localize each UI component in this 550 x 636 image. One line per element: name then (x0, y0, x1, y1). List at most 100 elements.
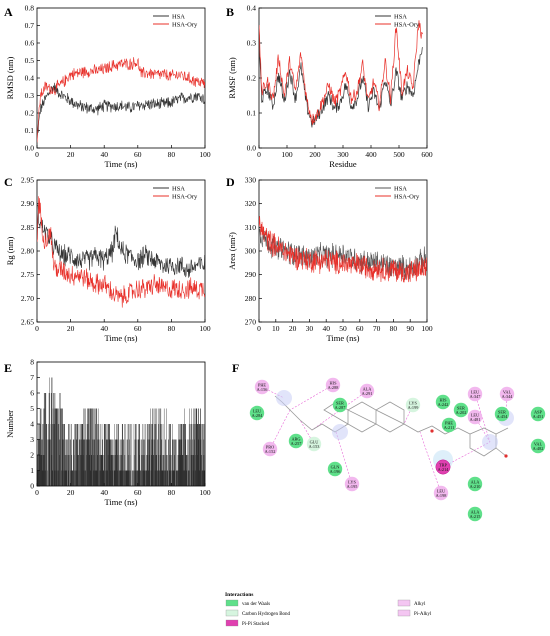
residue-name: ARG (291, 436, 300, 441)
residue-id: A:291 (362, 391, 373, 396)
residue-name: SER (457, 405, 465, 410)
x-tick-label: 0 (35, 150, 39, 159)
residue-id: A:215 (470, 514, 481, 519)
pi-halo (482, 434, 498, 450)
y-tick-label: 0.1 (25, 126, 35, 135)
x-tick-label: 80 (168, 150, 176, 159)
y-tick-label: 0.6 (25, 39, 35, 48)
residue-id: A:344 (502, 394, 514, 399)
y-tick-label: 8 (30, 358, 34, 367)
residue-name: ASP (534, 409, 542, 414)
residue-name: LYS (409, 400, 417, 405)
ligand-substituents (495, 427, 509, 457)
plot-area (259, 216, 427, 283)
y-tick-label: 330 (245, 176, 257, 185)
y-tick-label: 0.2 (247, 74, 257, 83)
x-tick-label: 10 (272, 324, 280, 333)
residue-id: A:284 (252, 413, 264, 418)
x-tick-label: 20 (67, 150, 75, 159)
y-tick-label: 6 (30, 389, 34, 398)
residue-node (467, 409, 483, 425)
residue-name: GLN (331, 464, 340, 469)
interaction-legend: Interactions van der Waals Carbon Hydroge… (225, 592, 432, 627)
legend-swatch (225, 609, 239, 617)
residue-name: HIS (330, 380, 338, 385)
legend-entry: HSA-Ory (172, 194, 198, 201)
residue-name: GLU (310, 439, 320, 444)
y-tick-label: 3 (30, 435, 34, 444)
residue-id: A:454 (497, 414, 509, 419)
legend-swatch (225, 619, 239, 627)
residue-name: ALA (363, 386, 373, 391)
x-tick-label: 70 (373, 324, 381, 333)
residue-id: A:152 (265, 449, 276, 454)
y-tick-label: 0.1 (247, 109, 257, 118)
x-tick-label: 0 (257, 324, 261, 333)
residue-node (435, 459, 451, 475)
y-tick-label: 310 (245, 223, 257, 232)
x-tick-label: 600 (421, 150, 433, 159)
legend-entry: HSA (394, 14, 407, 21)
oxygen-atom (430, 429, 434, 433)
residue-id: A:202 (456, 410, 467, 415)
residue-name: LEU (253, 408, 262, 413)
x-tick-label: 100 (421, 324, 433, 333)
legend-entry: HSA (394, 186, 407, 193)
residue-name: SER (498, 409, 506, 414)
residue-node (288, 433, 304, 449)
residue-id: A:199 (408, 405, 419, 410)
residue-id: A:451 (533, 414, 544, 419)
x-tick-label: 60 (134, 488, 142, 497)
x-tick-label: 60 (134, 324, 142, 333)
residue-id: A:198 (436, 493, 447, 498)
y-tick-label: 1 (30, 466, 34, 475)
y-tick-label: 0.0 (25, 144, 35, 153)
plot-area (37, 57, 205, 143)
residue-name: TRP (439, 462, 447, 467)
legend-swatch (225, 599, 239, 607)
residue-node (325, 377, 341, 393)
series-line-hsa-ory (37, 57, 205, 143)
interaction-line (289, 384, 334, 411)
y-axis-label: RMSD (nm) (5, 56, 15, 99)
x-tick-label: 30 (306, 324, 314, 333)
residue-node (530, 438, 546, 454)
plot-area (259, 20, 424, 128)
y-tick-label: 280 (245, 294, 257, 303)
x-tick-label: 80 (390, 324, 398, 333)
interaction-line (269, 409, 291, 450)
x-axis-label: Residue (329, 159, 357, 169)
residue-id: A:195 (347, 484, 358, 489)
y-tick-label: 7 (30, 373, 34, 382)
rmsf-chart: 0 100 200 300 400 500 600 0.0 0.1 0.2 0.3 0.4 Residu… (227, 4, 433, 170)
residue-node (453, 402, 469, 418)
y-tick-label: 0.5 (25, 56, 35, 65)
residue-name: LEU (471, 412, 480, 417)
legend-entry: HSA-Ory (172, 22, 198, 29)
residue-node (249, 405, 265, 421)
residue-name: PHE (445, 420, 453, 425)
hydrogen-bond-number-chart: 0 20 40 60 80 100 0 1 2 3 4 5 6 7 8 Time (ns) Number (5, 358, 211, 508)
residue-id: A:288 (328, 385, 339, 390)
x-tick-label: 200 (309, 150, 321, 159)
x-tick-label: 0 (35, 488, 39, 497)
residue-node (441, 417, 457, 433)
y-axis-label: Rg (nm) (5, 237, 15, 266)
x-tick-label: 50 (339, 324, 347, 333)
x-tick-label: 100 (199, 324, 211, 333)
residue-node (494, 406, 510, 422)
residue-node (530, 406, 546, 422)
y-tick-label: 0.4 (25, 74, 35, 83)
rg-chart: 0 20 40 60 80 100 2.65 2.70 2.75 2.80 2.85 2.90 2.95… (5, 176, 211, 344)
y-tick-label: 0.0 (247, 144, 257, 153)
residue-id: A:242 (438, 402, 449, 407)
